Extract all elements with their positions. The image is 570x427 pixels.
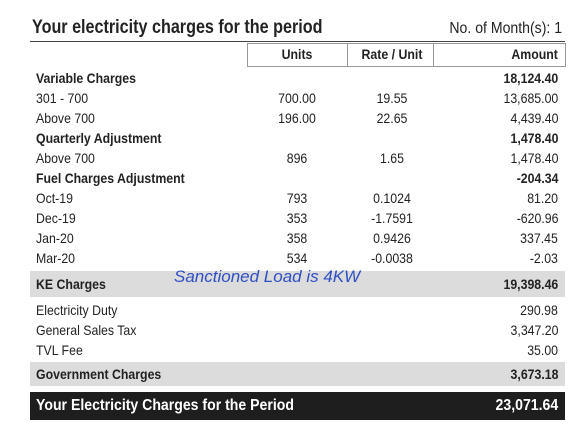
item-units: 353 (286, 210, 308, 226)
item-amount: 3,347.20 (510, 322, 558, 338)
title: Your electricity charges for the period (32, 17, 323, 38)
government-label: Government Charges (36, 366, 162, 382)
ke-band (30, 271, 565, 297)
item-label: Oct-19 (36, 190, 73, 206)
item-amount: 13,685.00 (503, 90, 558, 106)
item-label: Above 700 (36, 150, 95, 166)
item-rate: -1.7591 (371, 210, 413, 226)
item-amount: 1,478.40 (510, 150, 558, 166)
section-heading: Variable Charges (36, 70, 136, 86)
item-units: 358 (286, 230, 308, 246)
item-amount: 337.45 (520, 230, 558, 246)
column-header: Amount (511, 46, 558, 62)
item-label: 301 - 700 (36, 90, 89, 106)
government-band (30, 362, 565, 386)
ke-label: KE Charges (36, 276, 106, 292)
section-amount: -204.34 (516, 170, 558, 186)
item-rate: 0.1024 (373, 190, 411, 206)
annotation: Sanctioned Load is 4KW (174, 267, 361, 286)
total-amount: 23,071.64 (495, 397, 558, 414)
item-amount: -2.03 (529, 250, 558, 266)
item-rate: -0.0038 (371, 250, 413, 266)
header-cell (347, 43, 434, 67)
header-cell (432, 43, 566, 67)
item-rate: 0.9426 (373, 230, 411, 246)
section-amount: 1,478.40 (510, 130, 558, 146)
item-label: Dec-19 (36, 210, 76, 226)
section-heading: Fuel Charges Adjustment (36, 170, 185, 186)
header-cell (247, 43, 348, 67)
total-band (30, 392, 565, 420)
total-label: Your Electricity Charges for the Period (36, 397, 294, 414)
government-amount: 3,673.18 (510, 366, 558, 382)
item-units: 534 (286, 250, 308, 266)
section-amount: 18,124.40 (503, 70, 558, 86)
item-rate: 19.55 (376, 90, 408, 106)
item-units: 196.00 (278, 110, 316, 126)
ke-amount: 19,398.46 (503, 276, 558, 292)
column-header: Rate / Unit (361, 46, 423, 62)
item-label: Mar-20 (36, 250, 76, 266)
item-label: Electricity Duty (36, 302, 118, 318)
item-units: 793 (286, 190, 308, 206)
column-header: Units (281, 46, 313, 62)
item-rate: 1.65 (380, 150, 404, 166)
item-units: 896 (286, 150, 308, 166)
months: No. of Month(s): 1 (449, 20, 562, 37)
item-amount: 290.98 (520, 302, 558, 318)
item-rate: 22.65 (376, 110, 408, 126)
item-label: Jan-20 (36, 230, 74, 246)
item-label: General Sales Tax (36, 322, 137, 338)
item-units: 700.00 (278, 90, 316, 106)
item-amount: 4,439.40 (510, 110, 558, 126)
item-label: Above 700 (36, 110, 95, 126)
item-amount: -620.96 (516, 210, 558, 226)
item-amount: 35.00 (527, 342, 558, 358)
section-heading: Quarterly Adjustment (36, 130, 162, 146)
item-label: TVL Fee (36, 342, 83, 358)
item-amount: 81.20 (527, 190, 558, 206)
rule (30, 41, 565, 42)
